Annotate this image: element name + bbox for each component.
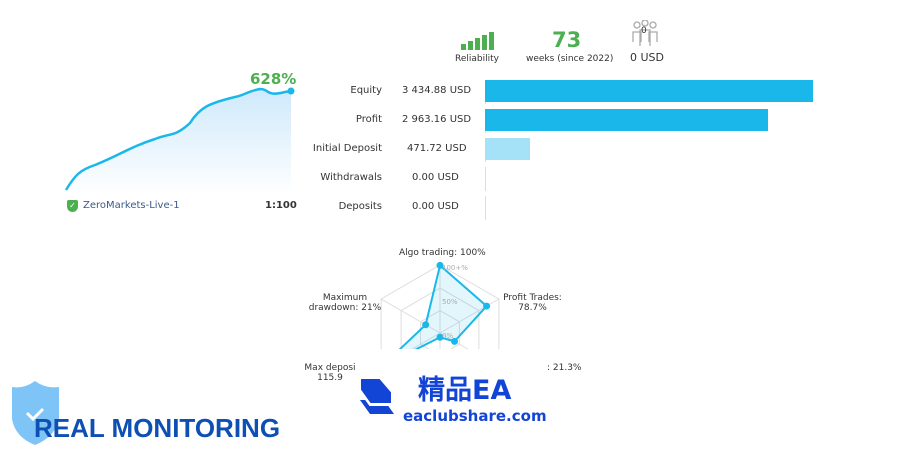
radar-tick-label: 100+% xyxy=(442,264,468,272)
balance-label: Deposits xyxy=(338,201,382,212)
max-drawdown-title: Maximum xyxy=(322,293,368,303)
balance-value: 2 963.16 USD xyxy=(402,114,472,125)
leverage: 1:100 xyxy=(265,200,297,211)
radar-label-max-deposit: Max deposi 115.9 xyxy=(300,363,360,383)
watermark-logo-icon xyxy=(356,374,398,418)
bar-axis xyxy=(485,196,486,220)
radar-point xyxy=(451,337,459,345)
weeks-value: 73 xyxy=(552,28,582,52)
radar-label-profit-trades: Profit Trades: 78.7% xyxy=(500,293,565,313)
growth-line xyxy=(64,87,293,191)
balance-bar xyxy=(485,80,813,102)
growth-chart xyxy=(64,87,295,195)
balance-label: Withdrawals xyxy=(320,172,382,183)
max-deposit-title: Max deposi xyxy=(304,363,356,373)
reliability-label: Reliability xyxy=(455,54,499,64)
profit-trades-title: Profit Trades: xyxy=(503,293,562,303)
balance-bar xyxy=(485,138,531,160)
balance-label: Initial Deposit xyxy=(312,143,382,154)
server-link[interactable]: ZeroMarkets-Live-1 xyxy=(83,200,180,211)
balance-value: 471.72 USD xyxy=(407,143,467,154)
weeks-label: weeks (since 2022) xyxy=(526,54,614,64)
max-deposit-value: 115.9 xyxy=(317,373,343,383)
subscribers-icon: 0 xyxy=(631,19,659,48)
radar-point xyxy=(422,321,430,329)
growth-area xyxy=(66,89,292,195)
radar-axis xyxy=(380,298,441,334)
balance-value: 0.00 USD xyxy=(412,201,459,212)
balance-label: Equity xyxy=(350,85,382,96)
balance-value: 0.00 USD xyxy=(412,172,459,183)
bar-axis xyxy=(485,167,486,191)
balance-label: Profit xyxy=(355,114,382,125)
radar-label-max-drawdown: Maximum drawdown: 21% xyxy=(305,293,385,313)
watermark-title: 精品EA xyxy=(418,375,512,406)
balance-value: 3 434.88 USD xyxy=(402,85,472,96)
radar-point xyxy=(436,333,444,341)
watermark-site: eaclubshare.com xyxy=(403,407,547,425)
radar-point xyxy=(483,302,491,310)
radar-label-algo: Algo trading: 100% xyxy=(399,248,486,258)
balance-bar xyxy=(485,109,768,131)
radar-tick-label: 50% xyxy=(442,298,458,306)
subscribers-usd: 0 USD xyxy=(630,51,664,64)
growth-endpoint xyxy=(287,87,295,95)
shield-check-icon xyxy=(10,381,61,446)
subscribers-count: 0 xyxy=(641,26,647,36)
reliability-icon xyxy=(461,32,497,50)
max-drawdown-value: drawdown: 21% xyxy=(308,303,382,313)
verified-shield-icon: ✓ xyxy=(67,200,78,212)
radar-point xyxy=(436,261,444,269)
profit-trades-value: 78.7% xyxy=(518,303,547,313)
banner-title: REAL MONITORING xyxy=(34,413,281,443)
radar-label-right-partial: : 21.3% xyxy=(547,363,582,373)
growth-percent: 628% xyxy=(250,70,297,88)
radar-tick-label: 0% xyxy=(442,332,453,340)
overlay-cover xyxy=(270,349,610,454)
